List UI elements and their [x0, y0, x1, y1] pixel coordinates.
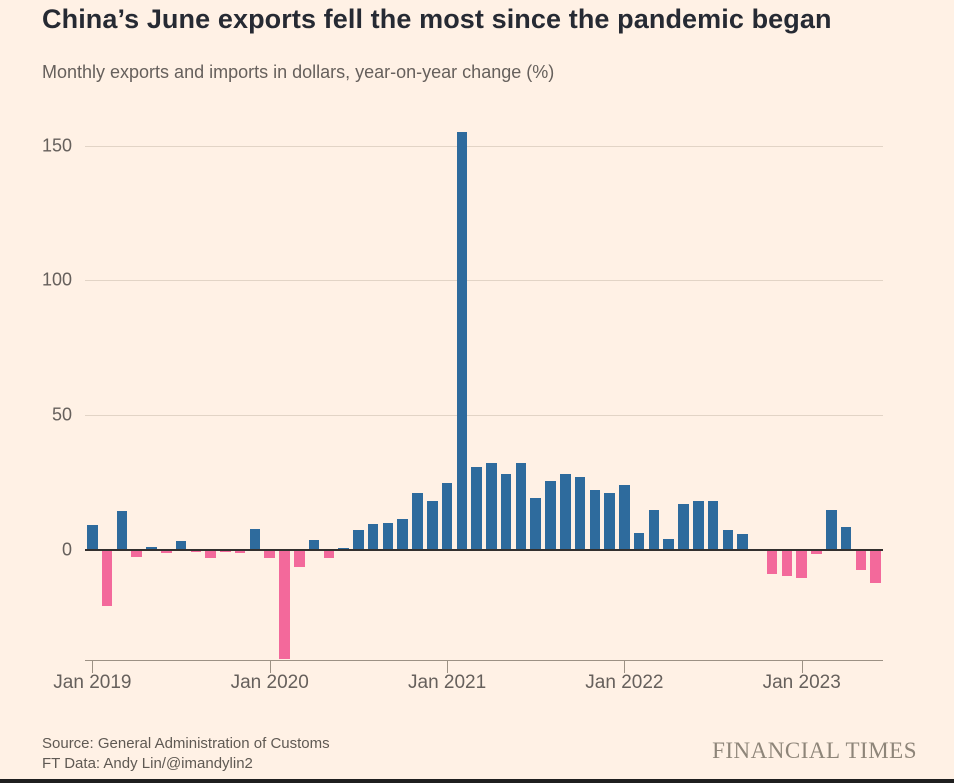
x-axis-label-jan-2020: Jan 2020	[230, 672, 309, 693]
bar-sep-2021	[560, 473, 571, 550]
bar-nov-2021	[589, 490, 601, 550]
bottom-edge-strip	[0, 779, 954, 783]
x-axis-label-jan-2019: Jan 2019	[53, 672, 132, 693]
bar-may-2023	[855, 549, 867, 570]
bar-jun-2023	[870, 549, 881, 583]
x-axis-tick-jan-2019	[92, 659, 94, 673]
bar-feb-2022	[633, 532, 645, 550]
bar-jun-2019	[161, 549, 172, 553]
bar-mar-2023	[826, 509, 837, 550]
y-axis-label-0: 0	[61, 539, 72, 559]
bar-aug-2021	[545, 480, 556, 550]
y-axis-label-100: 100	[41, 269, 72, 290]
bar-feb-2020	[279, 549, 290, 659]
bar-feb-2019	[101, 549, 113, 606]
gridline-50	[85, 414, 883, 416]
bar-oct-2020	[397, 518, 408, 550]
bar-jan-2023	[796, 549, 807, 578]
bar-may-2021	[500, 474, 512, 550]
chart-subtitle: Monthly exports and imports in dollars, …	[42, 62, 555, 82]
bar-nov-2020	[412, 492, 423, 550]
zero-axis-line	[85, 548, 883, 551]
source-line-2: FT Data: Andy Lin/@imandylin2	[42, 755, 253, 772]
bar-jul-2022	[707, 501, 719, 550]
bar-mar-2021	[471, 467, 482, 550]
x-axis-baseline	[85, 659, 883, 661]
bar-may-2019	[146, 546, 157, 550]
bar-sep-2019	[205, 549, 216, 559]
bar-jul-2020	[353, 530, 364, 550]
x-axis-tick-jan-2023	[801, 659, 803, 673]
bar-jul-2021	[530, 497, 541, 550]
bar-nov-2019	[234, 549, 246, 553]
bar-jul-2019	[175, 540, 187, 550]
bar-feb-2021	[456, 132, 468, 550]
bar-oct-2021	[574, 476, 586, 550]
financial-times-wordmark: FINANCIAL TIMES	[712, 738, 917, 763]
x-axis-tick-jan-2020	[269, 659, 271, 673]
bar-may-2022	[678, 504, 689, 550]
bar-jun-2021	[515, 462, 527, 550]
bar-jan-2019	[87, 525, 98, 550]
bar-apr-2020	[308, 540, 320, 550]
bar-aug-2022	[722, 530, 734, 550]
bar-mar-2022	[648, 509, 660, 550]
chart-title: China’s June exports fell the most since…	[42, 4, 832, 34]
bar-aug-2020	[367, 523, 379, 550]
bar-jan-2021	[441, 482, 453, 550]
bar-aug-2019	[190, 549, 202, 553]
y-axis-label-50: 50	[51, 404, 72, 425]
bar-apr-2022	[663, 539, 674, 550]
x-axis-label-jan-2023: Jan 2023	[762, 672, 841, 693]
bar-dec-2020	[427, 500, 438, 550]
gridline-100	[85, 280, 883, 282]
source-line-1: Source: General Administration of Custom…	[42, 735, 330, 752]
bar-mar-2019	[116, 511, 128, 550]
y-axis-label-150: 150	[41, 135, 72, 156]
bar-jan-2022	[619, 484, 630, 550]
bar-may-2020	[323, 549, 335, 559]
bar-apr-2023	[840, 526, 852, 550]
x-axis-tick-jan-2021	[447, 659, 449, 673]
bar-apr-2021	[486, 462, 497, 550]
bar-sep-2020	[382, 522, 394, 550]
x-axis-label-jan-2021: Jan 2021	[408, 672, 487, 693]
bar-dec-2019	[249, 529, 261, 550]
bar-nov-2022	[766, 549, 778, 574]
bar-dec-2021	[604, 493, 615, 550]
bar-apr-2019	[131, 549, 142, 557]
source-note: Source: General Administration of Custom…	[42, 734, 330, 774]
bar-jan-2020	[264, 549, 275, 559]
bar-dec-2022	[781, 549, 793, 577]
bar-feb-2023	[811, 549, 822, 555]
bar-mar-2020	[294, 549, 305, 568]
bar-sep-2022	[737, 534, 748, 550]
x-axis-label-jan-2022: Jan 2022	[585, 672, 664, 693]
bar-oct-2019	[220, 549, 231, 552]
bar-jun-2022	[693, 501, 704, 550]
x-axis-tick-jan-2022	[624, 659, 626, 673]
gridline-150	[85, 145, 883, 147]
